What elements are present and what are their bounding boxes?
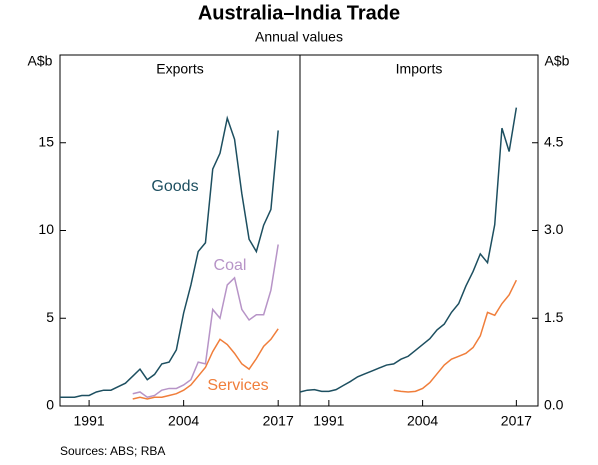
source: Sources: ABS; RBA [60,444,165,458]
series-line [299,107,518,393]
series-line [393,279,518,393]
chart-title: Australia–India Trade [198,2,400,24]
y-tick-label: 15 [38,133,54,149]
x-tick-label: 1991 [74,413,105,429]
y-axis-label: A$b [28,53,53,69]
y-tick-label: 4.5 [544,133,564,149]
y-tick-label: 1.5 [544,309,564,325]
x-tick-label: 2017 [501,413,532,429]
x-tick-label: 2017 [263,413,294,429]
y-tick-label: 0.0 [544,397,564,413]
y-tick-label: 3.0 [544,221,564,237]
series-label: Services [207,377,268,394]
chart-subtitle: Annual values [255,29,343,45]
series-line [60,115,279,398]
x-tick-label: 1991 [313,413,344,429]
x-tick-label: 2004 [407,413,438,429]
y-axis-label: A$b [545,53,570,69]
x-tick-label: 2004 [168,413,199,429]
series-label: Coal [214,257,247,274]
y-tick-label: 10 [38,221,54,237]
panel-title: Exports [156,61,203,77]
panel-title: Imports [396,61,443,77]
series-label: Goods [151,178,198,195]
series-line [132,244,279,399]
y-tick-label: 5 [46,309,54,325]
y-tick-label: 0 [46,397,54,413]
series-line [132,328,279,400]
